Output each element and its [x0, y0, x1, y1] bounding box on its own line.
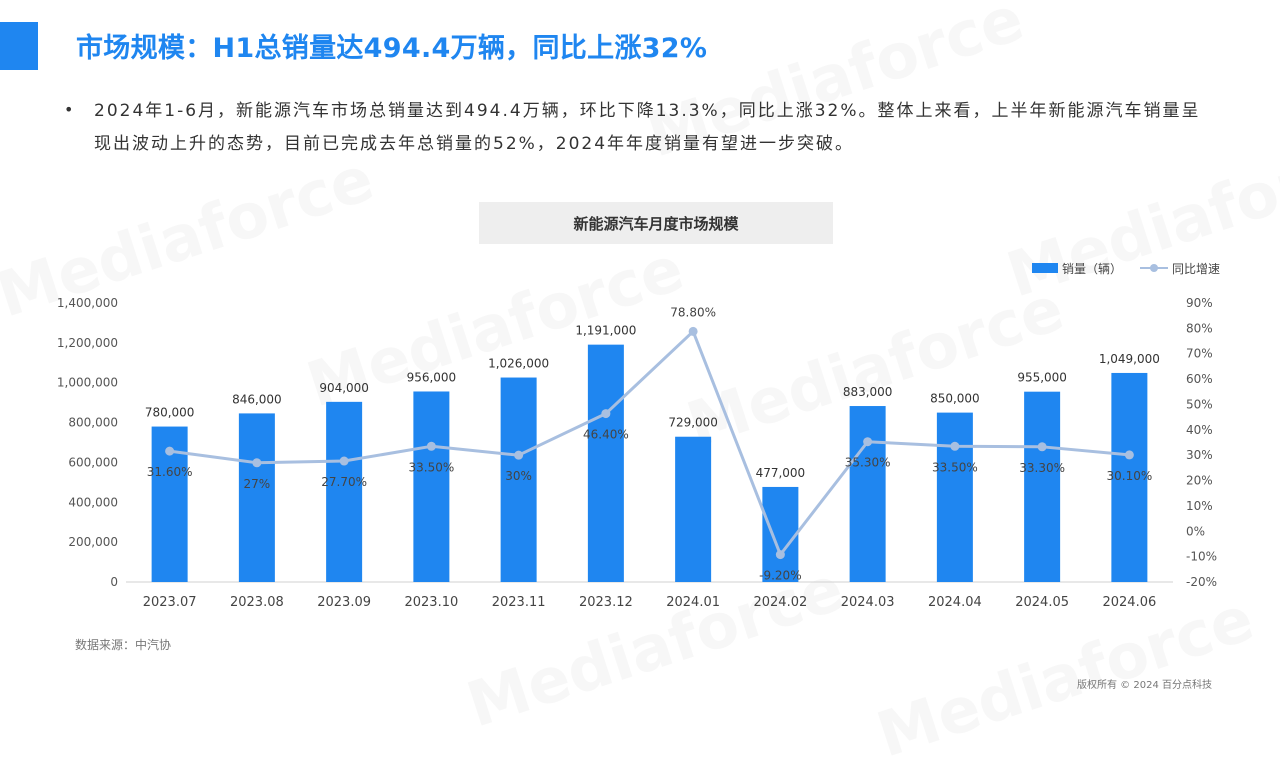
line-data-label: 30.10% — [1106, 469, 1152, 483]
legend-line-label: 同比增速 — [1172, 261, 1221, 276]
bar-data-label: 1,049,000 — [1099, 352, 1160, 366]
x-tick-label: 2023.10 — [404, 595, 458, 610]
bar — [1024, 391, 1061, 582]
x-tick-label: 2024.02 — [753, 595, 807, 610]
line-data-label: 33.30% — [1019, 461, 1065, 475]
x-tick-label: 2024.05 — [1015, 595, 1069, 610]
bar — [762, 486, 799, 582]
bar-data-label: 904,000 — [319, 381, 369, 395]
y-left-tick-label: 1,400,000 — [57, 296, 118, 310]
line-point — [165, 446, 175, 456]
line-data-label: 31.60% — [147, 465, 193, 479]
line-point — [514, 450, 524, 460]
y-left-tick-label: 200,000 — [68, 535, 118, 549]
y-right-tick-label: 40% — [1186, 423, 1213, 437]
y-right-tick-label: 20% — [1186, 474, 1213, 488]
x-tick-label: 2023.09 — [317, 595, 371, 610]
x-tick-label: 2024.01 — [666, 595, 720, 610]
bullet-marker: • — [64, 100, 74, 119]
line-data-label: 30% — [505, 469, 532, 483]
bar-data-label: 956,000 — [407, 370, 457, 384]
bar-data-label: 729,000 — [668, 416, 718, 430]
y-right-tick-label: 70% — [1186, 347, 1213, 361]
y-left-tick-label: 1,000,000 — [57, 376, 118, 390]
legend-bar-swatch — [1032, 263, 1058, 273]
combo-chart: 0 200,000 400,000 600,000 800,000 1,000,000 1,… — [57, 296, 1217, 610]
line-point — [775, 550, 785, 560]
y-left-tick-label: 1,200,000 — [57, 336, 118, 350]
line-point — [601, 409, 611, 419]
y-right-tick-label: -10% — [1186, 550, 1217, 564]
summary-text: 2024年1-6月，新能源汽车市场总销量达到494.4万辆，环比下降13.3%，… — [94, 101, 1201, 154]
line-data-label: 27.70% — [321, 475, 367, 489]
line-point — [950, 441, 960, 451]
line-point — [1037, 442, 1047, 452]
line-point — [252, 458, 262, 468]
line-data-label: 35.30% — [845, 456, 891, 470]
line-point — [339, 456, 349, 466]
line-data-label: 78.80% — [670, 305, 716, 319]
y-left-tick-label: 600,000 — [68, 455, 118, 469]
bar — [849, 406, 886, 582]
line-data-label: 33.50% — [408, 460, 454, 474]
y-right-tick-label: 50% — [1186, 397, 1213, 411]
legend-bar-label: 销量（辆） — [1062, 261, 1123, 276]
line-point — [863, 437, 873, 447]
y-right-tick-label: 0% — [1186, 524, 1205, 538]
x-tick-label: 2023.07 — [143, 595, 197, 610]
bar — [675, 436, 712, 582]
bar — [413, 391, 450, 582]
bar-data-label: 477,000 — [756, 466, 806, 480]
chart-legend: 销量（辆） 同比增速 — [1032, 260, 1220, 276]
x-tick-label: 2023.11 — [492, 595, 546, 610]
line-data-label: 27% — [244, 477, 271, 491]
y-right-tick-label: 60% — [1186, 372, 1213, 386]
title-accent-block — [0, 22, 38, 70]
line-point — [426, 441, 436, 451]
y-right-tick-label: 80% — [1186, 321, 1213, 335]
y-right-tick-label: -20% — [1186, 575, 1217, 589]
x-tick-label: 2023.08 — [230, 595, 284, 610]
bar — [326, 401, 363, 582]
bar — [1111, 372, 1148, 582]
page-title: 市场规模：H1总销量达494.4万辆，同比上涨32% — [76, 33, 708, 64]
x-tick-label: 2024.04 — [928, 595, 982, 610]
bar-data-label: 1,191,000 — [575, 324, 636, 338]
line-data-label: 33.50% — [932, 460, 978, 474]
x-tick-label: 2023.12 — [579, 595, 633, 610]
bar-data-label: 846,000 — [232, 392, 282, 406]
bar — [500, 377, 537, 582]
copyright: 版权所有 © 2024 百分点科技 — [1077, 680, 1212, 691]
y-left-tick-label: 400,000 — [68, 495, 118, 509]
line-point — [1124, 450, 1134, 460]
bar-data-label: 780,000 — [145, 406, 195, 420]
bar — [238, 413, 275, 582]
y-right-tick-label: 90% — [1186, 296, 1213, 310]
bar-data-label: 1,026,000 — [488, 357, 549, 371]
line-data-label: -9.20% — [759, 569, 801, 583]
data-source: 数据来源：中汽协 — [75, 638, 172, 652]
y-right-tick-label: 30% — [1186, 448, 1213, 462]
bar — [936, 412, 973, 582]
bar-data-label: 955,000 — [1017, 371, 1067, 385]
y-left-tick-label: 0 — [110, 575, 118, 589]
bar — [587, 344, 624, 582]
y-left-tick-label: 800,000 — [68, 416, 118, 430]
x-tick-label: 2024.06 — [1102, 595, 1156, 610]
x-tick-label: 2024.03 — [841, 595, 895, 610]
chart-title: 新能源汽车月度市场规模 — [479, 202, 833, 244]
legend-line-swatch — [1140, 263, 1169, 273]
bar-data-label: 850,000 — [930, 392, 980, 406]
line-point — [688, 326, 698, 336]
y-right-tick-label: 10% — [1186, 499, 1213, 513]
bar-data-label: 883,000 — [843, 385, 893, 399]
line-data-label: 46.40% — [583, 428, 629, 442]
yoy-growth-line — [169, 329, 1130, 557]
